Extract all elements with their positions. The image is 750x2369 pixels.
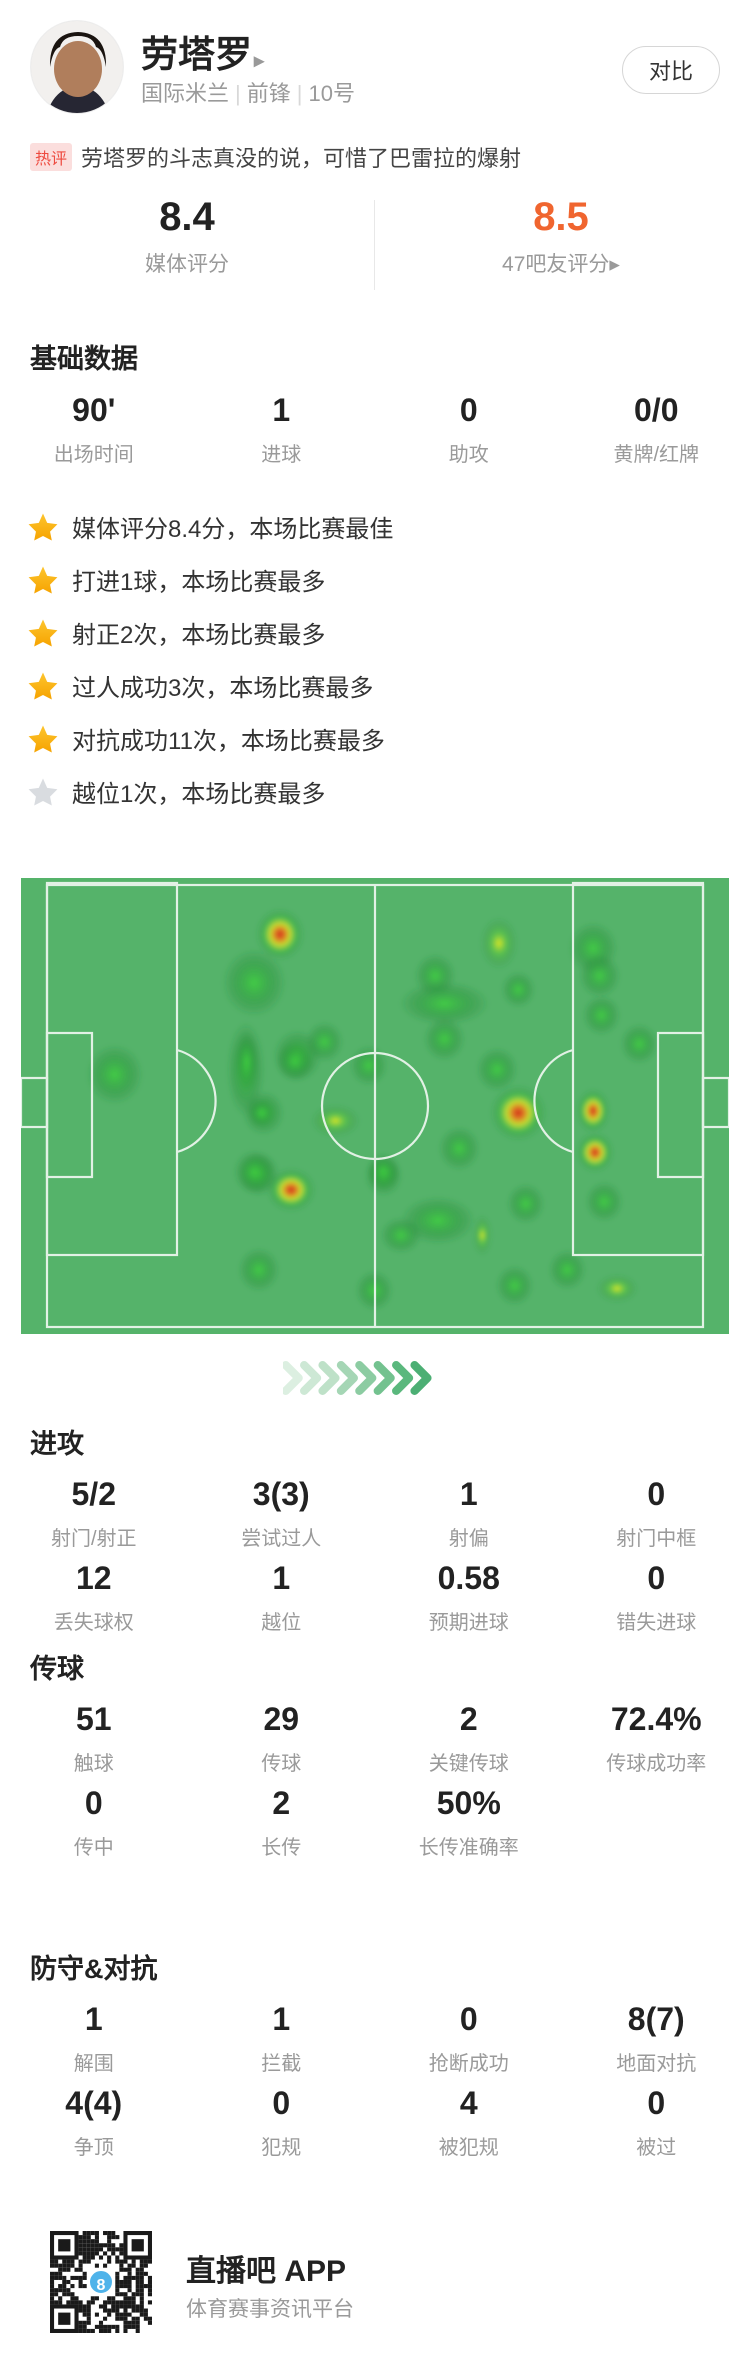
svg-text:8: 8 xyxy=(97,2277,106,2294)
